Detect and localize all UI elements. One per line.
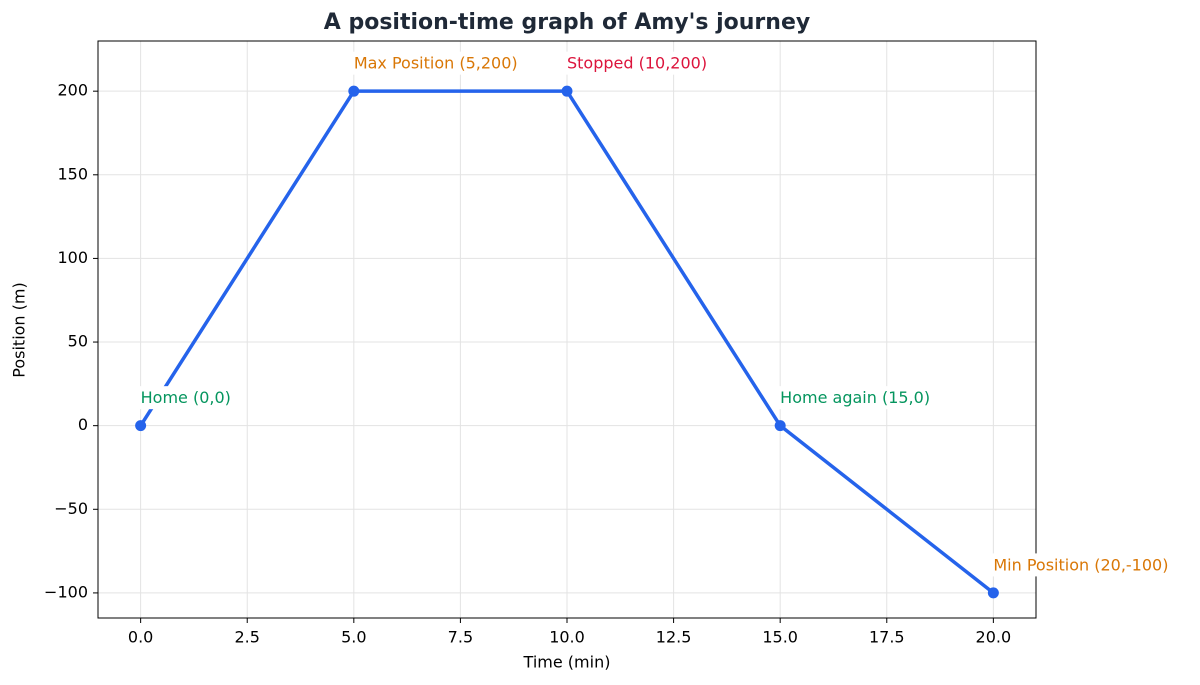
x-tick-label: 10.0 bbox=[549, 628, 585, 647]
annotation-background bbox=[565, 51, 710, 75]
point bbox=[774, 420, 786, 432]
x-tick-label: 7.5 bbox=[448, 628, 473, 647]
point bbox=[561, 85, 573, 97]
y-tick-label: 0 bbox=[78, 415, 88, 434]
annotation: Max Position (5,200) bbox=[354, 54, 518, 73]
x-tick-label: 5.0 bbox=[341, 628, 366, 647]
y-tick-label: 100 bbox=[57, 248, 88, 267]
x-axis-label: Time (min) bbox=[523, 653, 611, 672]
point bbox=[987, 587, 999, 599]
y-tick-label: −100 bbox=[44, 582, 88, 601]
annotation-background bbox=[351, 51, 520, 75]
point bbox=[135, 420, 147, 432]
x-tick-label: 0.0 bbox=[128, 628, 153, 647]
x-tick-label: 20.0 bbox=[976, 628, 1012, 647]
annotation: Min Position (20,-100) bbox=[993, 555, 1168, 574]
y-tick-label: 200 bbox=[57, 81, 88, 100]
point bbox=[348, 85, 360, 97]
x-tick-label: 2.5 bbox=[235, 628, 260, 647]
annotation-background bbox=[138, 386, 233, 410]
y-tick-label: 150 bbox=[57, 164, 88, 183]
annotation-background bbox=[991, 553, 1171, 577]
x-tick-label: 17.5 bbox=[869, 628, 905, 647]
x-tick-label: 15.0 bbox=[762, 628, 798, 647]
y-tick-label: 50 bbox=[68, 332, 88, 351]
y-axis-label: Position (m) bbox=[10, 282, 29, 377]
annotation-background bbox=[778, 386, 933, 410]
annotation: Home (0,0) bbox=[141, 388, 231, 407]
grid bbox=[98, 41, 1036, 618]
x-tick-label: 12.5 bbox=[656, 628, 692, 647]
annotation: Stopped (10,200) bbox=[567, 54, 707, 73]
chart-title: A position-time graph of Amy's journey bbox=[324, 10, 810, 35]
plot-frame bbox=[97, 40, 1037, 619]
annotation: Home again (15,0) bbox=[780, 388, 930, 407]
y-tick-label: −50 bbox=[54, 499, 88, 518]
